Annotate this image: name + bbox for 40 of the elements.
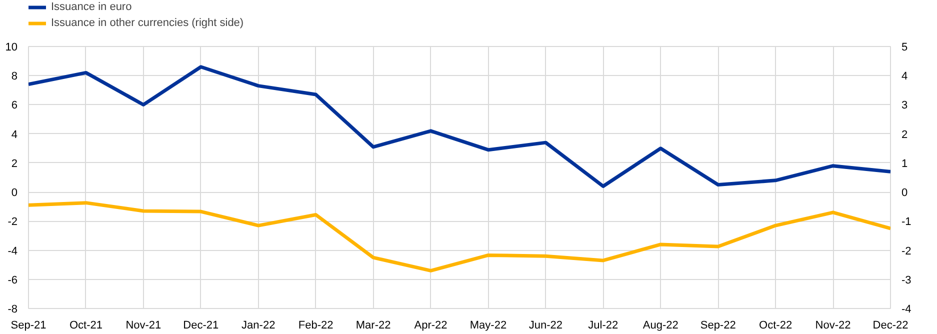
y-tick-label: 8: [11, 70, 18, 83]
y-tick-label: -6: [8, 274, 18, 286]
y2-tick-label: -4: [902, 304, 912, 316]
legend-label: Issuance in other currencies (right side): [51, 16, 244, 30]
x-tick-label: Aug-22: [642, 320, 678, 332]
y-tick-label: 10: [5, 42, 18, 54]
y-tick-label: -4: [8, 245, 18, 258]
x-tick-label: May-22: [470, 320, 507, 332]
y-tick-label: 6: [11, 100, 18, 112]
x-tick-label: Oct-22: [759, 320, 792, 332]
y2-tick-label: 4: [902, 70, 908, 83]
x-tick-label: Oct-21: [69, 320, 102, 332]
x-tick-label: Dec-22: [872, 320, 908, 332]
y2-tick-label: 0: [902, 187, 908, 200]
line-series: [28, 201, 890, 272]
legend-label: Issuance in euro: [51, 0, 132, 14]
x-tick-label: Mar-22: [356, 320, 391, 332]
x-tick-label: Dec-21: [183, 320, 219, 332]
x-tick-label: Nov-22: [815, 320, 851, 332]
x-tick-label: Sep-22: [700, 320, 736, 332]
x-tick-label: Nov-21: [126, 320, 162, 332]
y-tick-label: -8: [8, 304, 18, 316]
y2-tick-label: 5: [902, 42, 908, 54]
y2-tick-label: -2: [902, 245, 912, 258]
y-tick-label: 0: [11, 187, 18, 200]
x-tick-label: Jan-22: [242, 320, 276, 332]
line-series: [28, 65, 890, 188]
x-tick-label: Jun-22: [528, 320, 563, 332]
y2-tick-label: -3: [902, 274, 912, 286]
y-tick-label: -2: [8, 216, 18, 228]
x-tick-label: Jul-22: [588, 320, 618, 332]
y2-tick-label: 1: [902, 158, 908, 170]
y-tick-label: 4: [11, 128, 18, 141]
y2-tick-label: 3: [902, 100, 908, 112]
x-tick-label: Feb-22: [298, 320, 334, 332]
x-tick-label: Sep-21: [10, 320, 46, 332]
x-tick-label: Apr-22: [414, 320, 448, 332]
y2-tick-label: 2: [902, 128, 908, 141]
y2-tick-label: -1: [902, 216, 912, 228]
y-tick-label: 2: [11, 158, 18, 170]
